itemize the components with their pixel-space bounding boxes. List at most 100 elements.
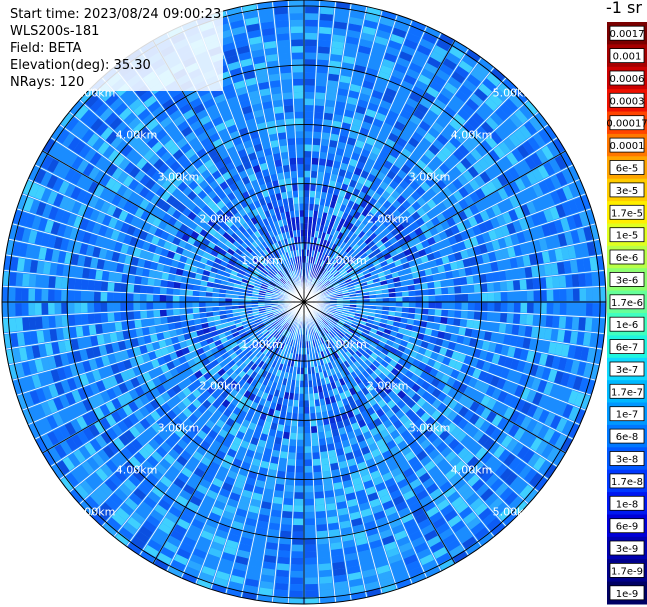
data-gate <box>370 224 378 233</box>
data-gate <box>400 484 412 495</box>
data-gate <box>211 204 221 214</box>
data-gate <box>195 542 209 553</box>
data-gate <box>160 151 172 163</box>
data-gate <box>305 590 319 598</box>
data-gate <box>328 67 340 75</box>
data-gate <box>247 318 255 323</box>
data-gate <box>276 119 285 127</box>
data-gate <box>341 346 348 353</box>
data-gate <box>420 314 428 321</box>
data-gate <box>21 288 29 301</box>
data-gate <box>271 449 280 458</box>
data-gate <box>111 181 122 193</box>
data-gate <box>424 62 438 75</box>
data-gate <box>23 259 32 273</box>
data-gate <box>328 354 334 362</box>
data-gate <box>300 229 304 237</box>
data-gate <box>330 542 342 550</box>
data-gate <box>18 243 28 257</box>
data-gate <box>202 327 211 335</box>
data-gate <box>343 302 350 305</box>
data-gate <box>98 367 108 379</box>
data-gate <box>262 378 269 386</box>
ray-separator <box>303 6 368 303</box>
data-gate <box>73 375 83 389</box>
data-gate <box>498 83 513 97</box>
data-gate <box>334 312 342 316</box>
data-gate <box>310 340 314 348</box>
data-gate <box>80 480 94 495</box>
data-gate <box>257 275 265 281</box>
data-gate <box>357 176 367 185</box>
data-gate <box>332 561 345 570</box>
data-gate <box>403 554 418 566</box>
data-gate <box>329 395 337 404</box>
data-gate <box>304 190 310 198</box>
data-gate <box>392 566 407 577</box>
data-gate <box>34 289 42 301</box>
data-gate <box>332 387 339 396</box>
data-gate <box>113 154 125 167</box>
data-gate <box>37 372 48 387</box>
data-gate <box>291 39 303 47</box>
data-gate <box>266 475 276 484</box>
data-gate <box>290 339 294 347</box>
ray-separator <box>210 14 305 303</box>
data-gate <box>219 106 231 116</box>
data-gate <box>204 451 215 461</box>
data-gate <box>292 319 296 326</box>
data-gate <box>251 326 259 332</box>
data-gate <box>141 430 153 442</box>
data-gate <box>278 46 290 54</box>
data-gate <box>233 32 247 42</box>
data-gate <box>169 432 181 443</box>
data-gate <box>425 26 440 39</box>
data-gate <box>194 174 205 185</box>
data-gate <box>370 352 379 360</box>
data-gate <box>216 328 225 335</box>
data-gate <box>207 241 216 250</box>
data-gate <box>446 539 461 552</box>
data-gate <box>330 462 339 471</box>
data-gate <box>230 328 238 334</box>
data-gate <box>270 173 278 182</box>
data-gate <box>277 326 284 333</box>
data-gate <box>329 258 335 265</box>
data-gate <box>71 156 84 170</box>
data-gate <box>292 538 304 545</box>
data-gate <box>65 152 78 167</box>
data-gate <box>155 129 167 141</box>
data-gate <box>151 106 165 118</box>
data-gate <box>383 160 393 170</box>
data-gate <box>320 7 334 15</box>
data-gate <box>411 20 426 32</box>
data-gate <box>188 413 199 424</box>
data-gate <box>202 269 211 277</box>
data-gate <box>277 556 290 565</box>
data-gate <box>287 138 296 146</box>
data-gate <box>333 160 341 169</box>
data-gate <box>148 243 157 253</box>
data-gate <box>507 346 516 358</box>
data-gate <box>227 317 235 323</box>
data-gate <box>120 350 129 361</box>
data-gate <box>341 156 351 165</box>
data-gate <box>341 439 351 448</box>
data-gate <box>175 328 184 336</box>
data-gate <box>344 109 355 118</box>
data-gate <box>366 406 376 416</box>
data-gate <box>230 389 238 398</box>
data-gate <box>223 186 232 196</box>
data-gate <box>522 337 531 349</box>
data-gate <box>227 192 236 201</box>
data-gate <box>277 348 283 356</box>
data-gate <box>221 244 230 252</box>
data-gate <box>463 79 477 93</box>
data-gate <box>95 270 103 280</box>
data-gate <box>238 295 246 299</box>
data-gate <box>230 442 240 452</box>
data-gate <box>107 302 114 312</box>
data-gate <box>76 465 89 479</box>
data-gate <box>245 428 255 437</box>
data-gate <box>159 309 167 317</box>
